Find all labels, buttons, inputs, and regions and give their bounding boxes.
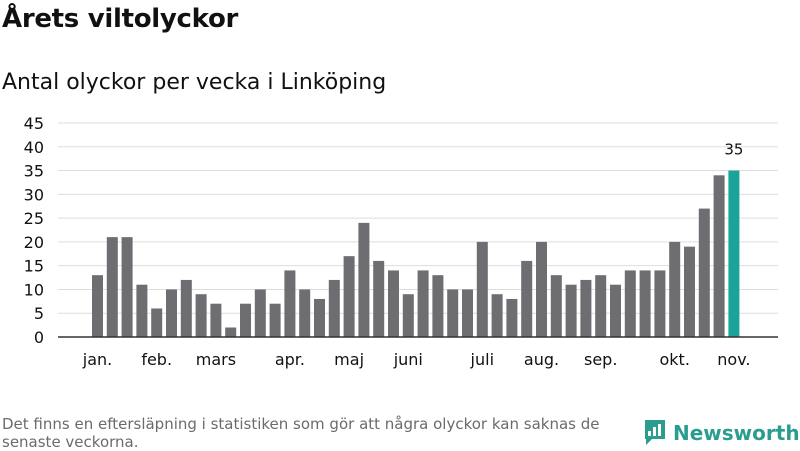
bar	[254, 289, 266, 337]
bar-chart-logo-icon	[645, 420, 665, 445]
bar	[343, 256, 355, 337]
chart-title: Årets viltolyckor	[2, 4, 239, 34]
x-tick-label: feb.	[141, 350, 172, 369]
bar	[299, 289, 311, 337]
bar	[432, 275, 444, 337]
bar	[595, 275, 607, 337]
bar	[506, 298, 518, 337]
y-tick-label: 45	[24, 114, 44, 133]
bar	[225, 327, 237, 337]
brand-name: Newsworthy	[673, 421, 800, 445]
x-tick-label: nov.	[717, 350, 750, 369]
bar	[639, 270, 651, 337]
y-tick-label: 25	[24, 209, 44, 228]
bar	[284, 270, 296, 337]
bar	[269, 303, 281, 337]
bar	[684, 246, 695, 337]
bar	[698, 208, 710, 337]
bar	[358, 222, 370, 337]
bar	[210, 303, 222, 337]
x-tick-label: juni	[393, 350, 423, 369]
chart-subtitle: Antal olyckor per vecka i Linköping	[2, 70, 387, 95]
bar	[654, 270, 666, 337]
x-tick-label: mars	[196, 350, 236, 369]
bar	[536, 241, 547, 337]
bar	[580, 279, 592, 337]
bar	[314, 298, 325, 337]
bar-highlight	[728, 170, 740, 337]
bar	[417, 270, 429, 337]
y-tick-label: 10	[24, 280, 44, 299]
bar	[180, 279, 192, 337]
bar	[373, 260, 385, 337]
y-tick-label: 0	[34, 328, 44, 347]
footnote: Det finns en eftersläpning i statistiken…	[2, 415, 600, 451]
bar	[328, 279, 340, 337]
bar	[491, 294, 503, 337]
x-tick-label: jan.	[82, 350, 112, 369]
brand-logo: Newsworthy	[643, 419, 800, 447]
bar	[669, 241, 681, 337]
bar	[565, 284, 577, 337]
bar	[447, 289, 459, 337]
data-label: 35	[724, 141, 743, 159]
bar	[166, 289, 177, 337]
x-tick-label: aug.	[524, 350, 559, 369]
bar	[121, 237, 133, 337]
y-tick-label: 5	[34, 304, 44, 323]
y-tick-label: 40	[24, 138, 44, 157]
bar	[240, 303, 251, 337]
x-tick-label: okt.	[659, 350, 689, 369]
bar	[713, 175, 725, 337]
bar-chart: 0 5 10 15 20 25 30 35 40 45 35 jan. feb. mars apr. maj j…	[24, 114, 778, 369]
bar	[624, 270, 636, 337]
bar	[92, 275, 103, 337]
bar	[151, 308, 163, 337]
y-tick-label: 35	[24, 162, 44, 181]
bar	[195, 294, 207, 337]
y-tick-label: 15	[24, 257, 44, 276]
bar	[462, 289, 473, 337]
bar	[402, 294, 414, 337]
bar	[521, 260, 533, 337]
bar	[476, 241, 488, 337]
bar	[136, 284, 148, 337]
bar	[610, 284, 621, 337]
bar	[106, 237, 118, 337]
bar	[388, 270, 399, 337]
x-tick-label: sep.	[584, 350, 617, 369]
x-tick-label: juli	[470, 350, 494, 369]
y-tick-label: 20	[24, 233, 44, 252]
bar	[550, 275, 562, 337]
x-tick-label: apr.	[275, 350, 305, 369]
x-tick-label: maj	[334, 350, 364, 369]
y-tick-label: 30	[24, 185, 44, 204]
